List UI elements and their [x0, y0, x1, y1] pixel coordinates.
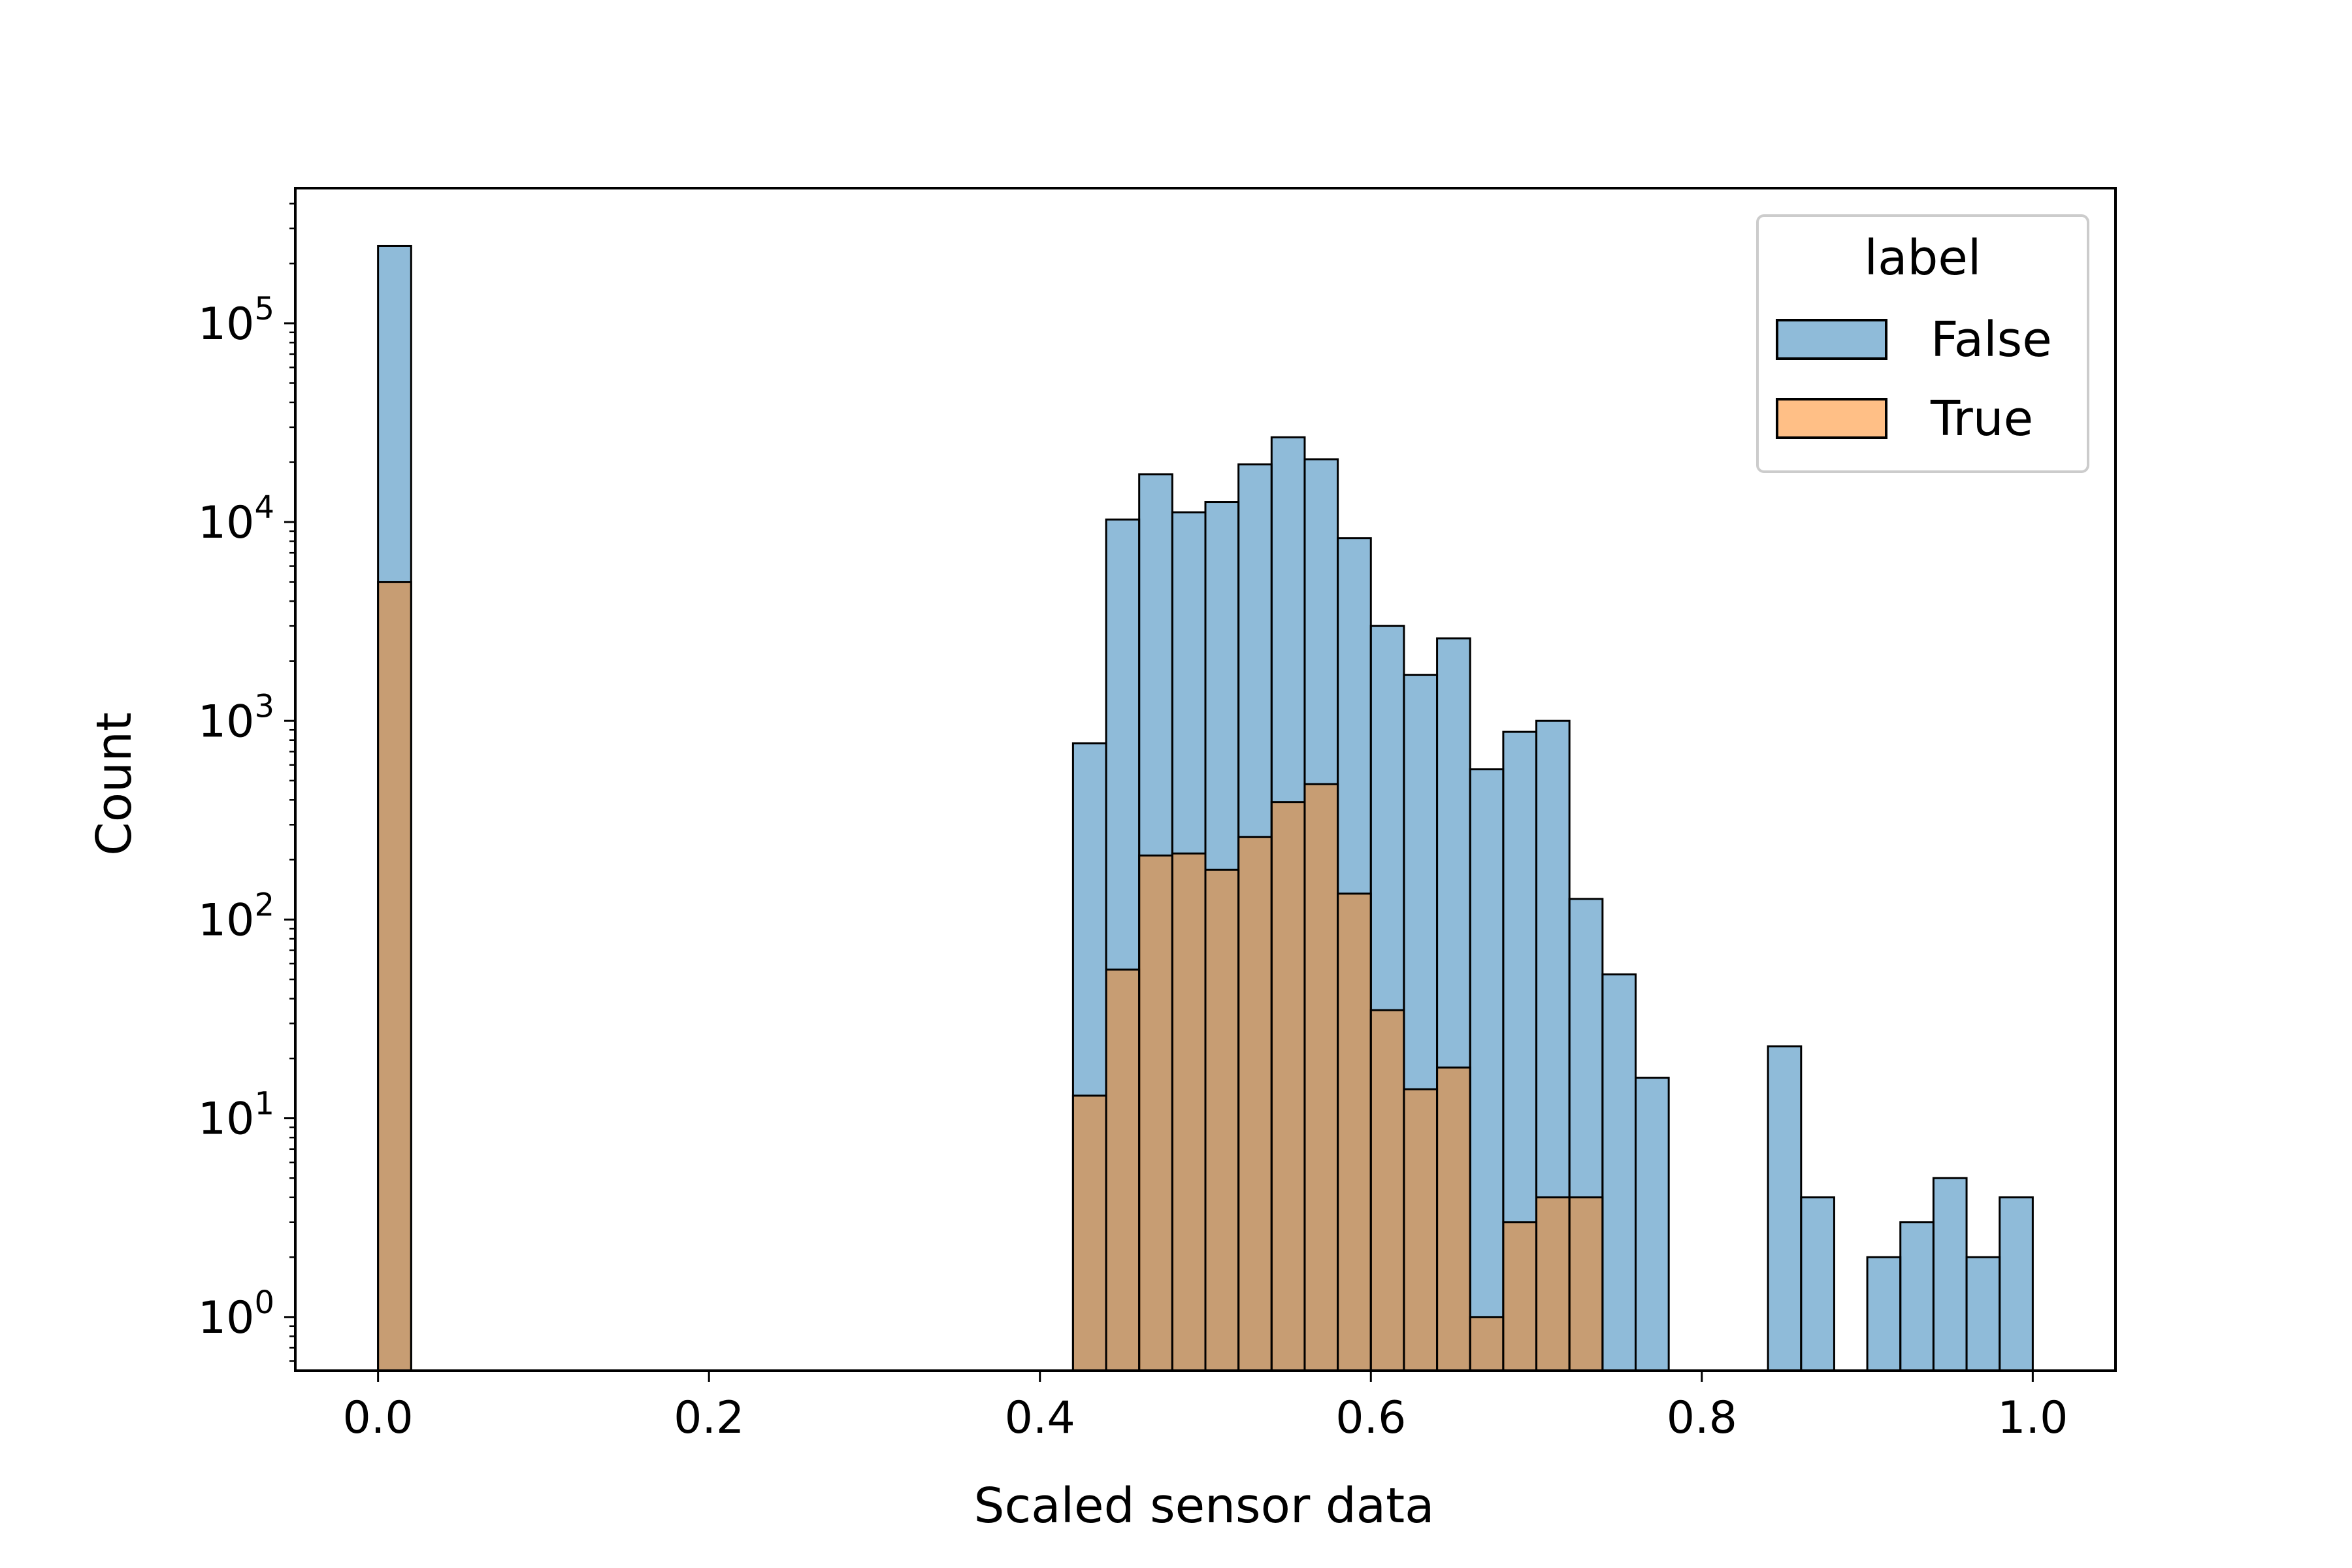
y-tick-label: 100 [198, 1284, 274, 1344]
y-tick-label: 101 [198, 1086, 274, 1145]
series-true-bars [377, 581, 1604, 1372]
bar-true-6 [1237, 836, 1273, 1372]
y-axis-label: Count [86, 712, 142, 856]
bar-true-15 [1535, 1196, 1571, 1372]
bar-false-19 [1767, 1045, 1803, 1372]
bar-true-5 [1204, 868, 1240, 1372]
bar-false-23 [1932, 1177, 1968, 1372]
bar-true-7 [1270, 801, 1306, 1372]
legend-swatch-true [1776, 398, 1887, 439]
x-tick-label: 0.2 [674, 1392, 744, 1444]
bar-false-20 [1800, 1196, 1835, 1372]
y-tick-label: 105 [198, 291, 274, 350]
bar-true-0 [377, 581, 412, 1372]
x-tick-label: 0.4 [1005, 1392, 1075, 1444]
bar-false-18 [1635, 1077, 1670, 1372]
bar-true-8 [1303, 783, 1339, 1372]
bar-false-24 [1965, 1256, 2001, 1372]
y-tick-label: 102 [198, 887, 274, 946]
legend-swatch-false [1776, 319, 1887, 360]
legend-label-true: True [1930, 391, 2033, 447]
x-tick-label: 1.0 [1997, 1392, 2068, 1444]
bar-true-10 [1369, 1009, 1405, 1372]
bar-true-9 [1337, 892, 1372, 1372]
bar-false-17 [1601, 973, 1637, 1372]
y-tick-label: 103 [198, 688, 274, 747]
bar-false-25 [1999, 1196, 2034, 1372]
y-axis-ticks: 100 101 102 103 104 105 [198, 291, 295, 1344]
x-axis-label: Scaled sensor data [973, 1478, 1434, 1534]
bar-true-16 [1568, 1196, 1604, 1372]
bar-true-4 [1171, 852, 1207, 1372]
bar-true-2 [1105, 968, 1141, 1372]
y-tick-label: 104 [198, 489, 274, 549]
bar-false-13 [1469, 768, 1505, 1372]
bar-true-12 [1436, 1066, 1471, 1372]
legend-label-false: False [1931, 312, 2052, 368]
plot-frame [294, 187, 2117, 1372]
bar-false-22 [1899, 1221, 1935, 1372]
bar-true-11 [1403, 1088, 1439, 1372]
bar-true-13 [1469, 1316, 1505, 1372]
bar-true-1 [1071, 1094, 1107, 1372]
legend-title: label [1865, 230, 1982, 286]
x-axis-ticks: 0.0 0.2 0.4 0.6 0.8 1.0 [343, 1371, 2068, 1444]
x-tick-label: 0.8 [1667, 1392, 1737, 1444]
legend: label False True [1756, 214, 2089, 473]
bar-false-21 [1866, 1256, 1902, 1372]
bar-true-3 [1138, 854, 1173, 1372]
bar-true-14 [1502, 1221, 1538, 1372]
x-tick-label: 0.0 [343, 1392, 414, 1444]
x-tick-label: 0.6 [1335, 1392, 1406, 1444]
